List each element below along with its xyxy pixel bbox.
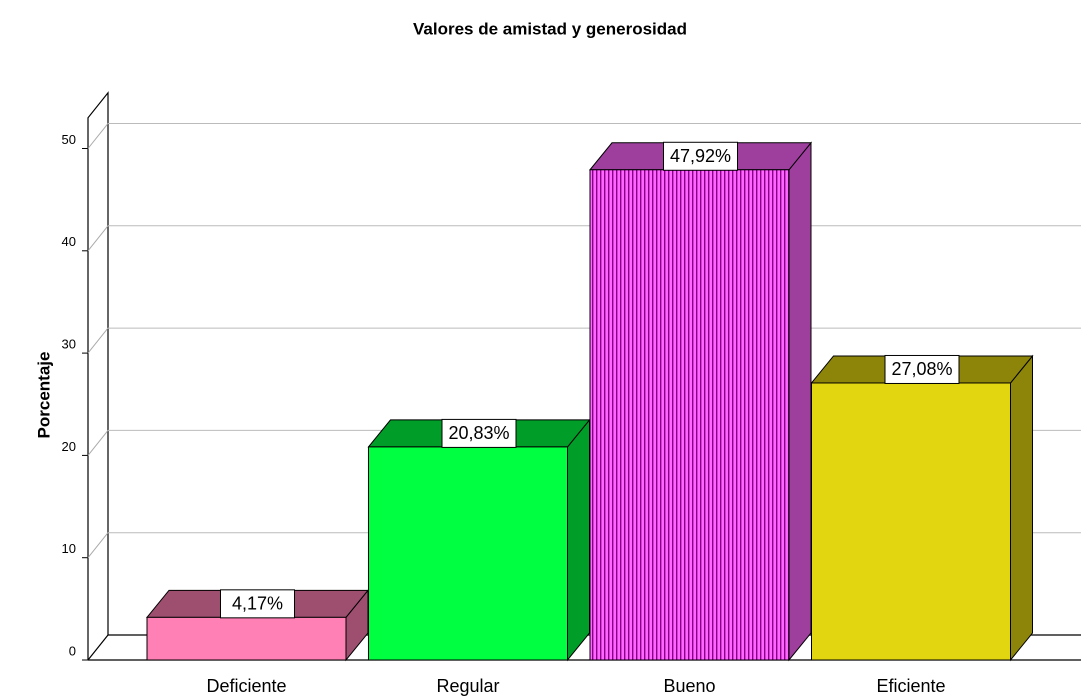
y-tick-label: 50	[62, 132, 76, 147]
value-label: 27,08%	[891, 359, 952, 379]
y-tick-label: 20	[62, 439, 76, 454]
grid-line	[87, 123, 109, 149]
x-tick-label: Eficiente	[876, 676, 945, 696]
bar-side	[567, 418, 590, 662]
x-tick-label: Regular	[436, 676, 499, 696]
grid-line	[87, 225, 109, 252]
value-label-box	[441, 418, 517, 448]
left-wall	[87, 91, 109, 660]
y-axis-label: Porcentaje	[34, 352, 53, 439]
bar-side	[1010, 354, 1033, 662]
value-label: 47,92%	[670, 146, 731, 166]
value-label-box	[220, 589, 295, 619]
value-label-box	[663, 141, 738, 171]
grid-line	[87, 532, 109, 559]
y-tick-label: 0	[69, 643, 76, 658]
value-label: 20,83%	[448, 423, 509, 443]
value-label: 4,17%	[232, 594, 283, 614]
value-label-box	[884, 354, 960, 384]
y-tick-label: 40	[62, 234, 76, 249]
grid-line	[87, 430, 109, 456]
bar	[811, 382, 1011, 661]
bar	[589, 169, 790, 661]
floor-edge	[87, 634, 109, 661]
grid-line	[87, 327, 109, 354]
x-tick-label: Deficiente	[206, 676, 286, 696]
bar	[368, 446, 568, 661]
bar-side	[788, 141, 812, 662]
bar	[146, 616, 347, 661]
x-tick-label: Bueno	[663, 676, 715, 696]
chart-title: Valores de amistad y generosidad	[413, 19, 687, 38]
y-tick-label: 30	[62, 337, 76, 352]
y-tick-label: 10	[62, 541, 76, 556]
